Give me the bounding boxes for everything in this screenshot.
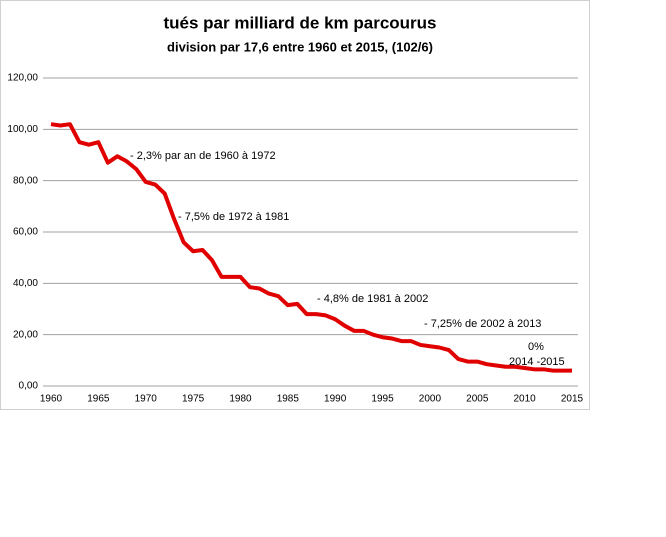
x-tick-label: 1985 [277, 394, 300, 405]
chart-subtitle: division par 17,6 entre 1960 et 2015, (1… [167, 39, 433, 54]
annotation: - 4,8% de 1981 à 2002 [317, 293, 428, 305]
chart-title: tués par milliard de km parcourus [163, 13, 436, 32]
y-tick-label: 120,00 [7, 73, 38, 84]
annotation: - 7,25% de 2002 à 2013 [424, 318, 541, 330]
chart-frame [0, 0, 590, 410]
x-tick-label: 2010 [514, 394, 537, 405]
x-tick-label: 2000 [419, 394, 442, 405]
x-tick-label: 1970 [135, 394, 158, 405]
x-tick-label: 1975 [182, 394, 205, 405]
y-tick-label: 0,00 [19, 381, 39, 392]
y-tick-label: 20,00 [13, 329, 38, 340]
x-tick-label: 1965 [87, 394, 110, 405]
x-tick-label: 1960 [40, 394, 63, 405]
y-tick-label: 80,00 [13, 175, 38, 186]
y-tick-label: 40,00 [13, 278, 38, 289]
annotation: - 7,5% de 1972 à 1981 [178, 211, 289, 223]
x-tick-label: 2015 [561, 394, 584, 405]
annotation: 2014 -2015 [509, 356, 565, 368]
annotation: - 2,3% par an de 1960 à 1972 [130, 150, 276, 162]
x-tick-label: 1980 [229, 394, 252, 405]
x-tick-label: 2005 [466, 394, 489, 405]
y-tick-label: 60,00 [13, 227, 38, 238]
data-line [50, 122, 572, 373]
x-tick-label: 1995 [371, 394, 394, 405]
x-tick-label: 1990 [324, 394, 347, 405]
y-tick-label: 100,00 [7, 124, 38, 135]
annotation: 0% [528, 341, 544, 353]
